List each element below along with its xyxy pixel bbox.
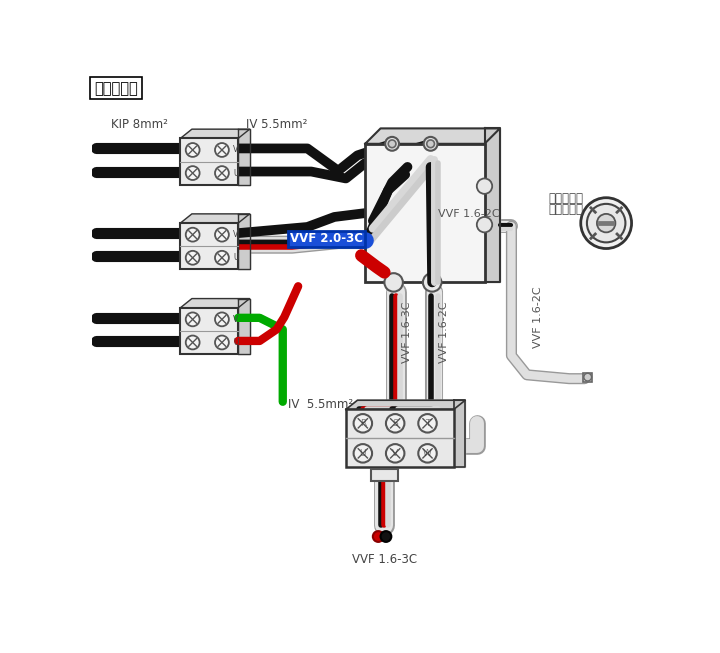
Circle shape [388, 140, 396, 148]
Polygon shape [365, 129, 500, 144]
Polygon shape [238, 298, 250, 354]
Polygon shape [238, 214, 250, 269]
Text: VVF 1.6-2C: VVF 1.6-2C [439, 302, 449, 363]
Circle shape [384, 273, 403, 292]
Text: U: U [359, 449, 366, 458]
Circle shape [423, 273, 441, 292]
Polygon shape [454, 400, 465, 467]
Text: IV 5.5mm²: IV 5.5mm² [246, 118, 307, 131]
Circle shape [385, 137, 399, 151]
Text: VVF 1.6-3C: VVF 1.6-3C [352, 553, 417, 566]
Text: U: U [233, 168, 238, 178]
Polygon shape [180, 214, 250, 223]
Text: R: R [360, 419, 366, 428]
Circle shape [354, 444, 372, 462]
Circle shape [215, 143, 229, 157]
Circle shape [215, 228, 229, 242]
Circle shape [418, 444, 437, 462]
Polygon shape [485, 129, 500, 282]
Polygon shape [180, 298, 250, 308]
Circle shape [386, 444, 405, 462]
Circle shape [186, 228, 199, 242]
Circle shape [373, 531, 384, 542]
Circle shape [186, 143, 199, 157]
Polygon shape [238, 129, 250, 185]
Bar [180, 223, 238, 269]
Text: W: W [423, 449, 432, 458]
Circle shape [381, 531, 392, 542]
Text: VVF 2.0-3C: VVF 2.0-3C [290, 232, 363, 246]
Polygon shape [180, 129, 250, 138]
Circle shape [581, 198, 631, 249]
Bar [180, 308, 238, 354]
Bar [288, 231, 365, 247]
Text: VVF 1.6-2C: VVF 1.6-2C [534, 286, 544, 348]
Text: S: S [392, 419, 398, 428]
Circle shape [427, 140, 434, 148]
Circle shape [597, 214, 616, 232]
Circle shape [215, 166, 229, 180]
Circle shape [186, 336, 199, 349]
Text: V: V [392, 449, 398, 458]
Text: U: U [233, 253, 238, 263]
Circle shape [215, 251, 229, 264]
Circle shape [477, 217, 492, 232]
Bar [180, 138, 238, 185]
Circle shape [418, 414, 437, 432]
Circle shape [186, 166, 199, 180]
Circle shape [186, 312, 199, 326]
Circle shape [215, 312, 229, 326]
Text: VVF 1.6-2C: VVF 1.6-2C [438, 209, 500, 219]
Circle shape [587, 204, 626, 242]
Circle shape [584, 374, 592, 381]
Text: U: U [233, 338, 238, 347]
Text: 【概念図】: 【概念図】 [94, 81, 138, 96]
Circle shape [477, 178, 492, 194]
Text: IV  5.5mm²: IV 5.5mm² [288, 398, 354, 411]
Circle shape [215, 336, 229, 349]
Bar [365, 144, 485, 282]
Text: KIP 8mm²: KIP 8mm² [111, 118, 168, 131]
Text: V: V [233, 230, 238, 239]
Bar [346, 409, 454, 467]
Circle shape [186, 251, 199, 264]
Circle shape [423, 137, 438, 151]
Bar [371, 469, 398, 481]
Polygon shape [346, 400, 465, 409]
Text: T: T [425, 419, 431, 428]
Bar [583, 372, 593, 382]
Text: の端子に白: の端子に白 [549, 203, 583, 216]
Text: VVF 1.6-3C: VVF 1.6-3C [402, 302, 413, 363]
Text: 受金ねじ部: 受金ねじ部 [549, 193, 583, 205]
Text: V: V [233, 315, 238, 324]
Circle shape [386, 414, 405, 432]
Text: V: V [233, 146, 238, 155]
Circle shape [354, 414, 372, 432]
